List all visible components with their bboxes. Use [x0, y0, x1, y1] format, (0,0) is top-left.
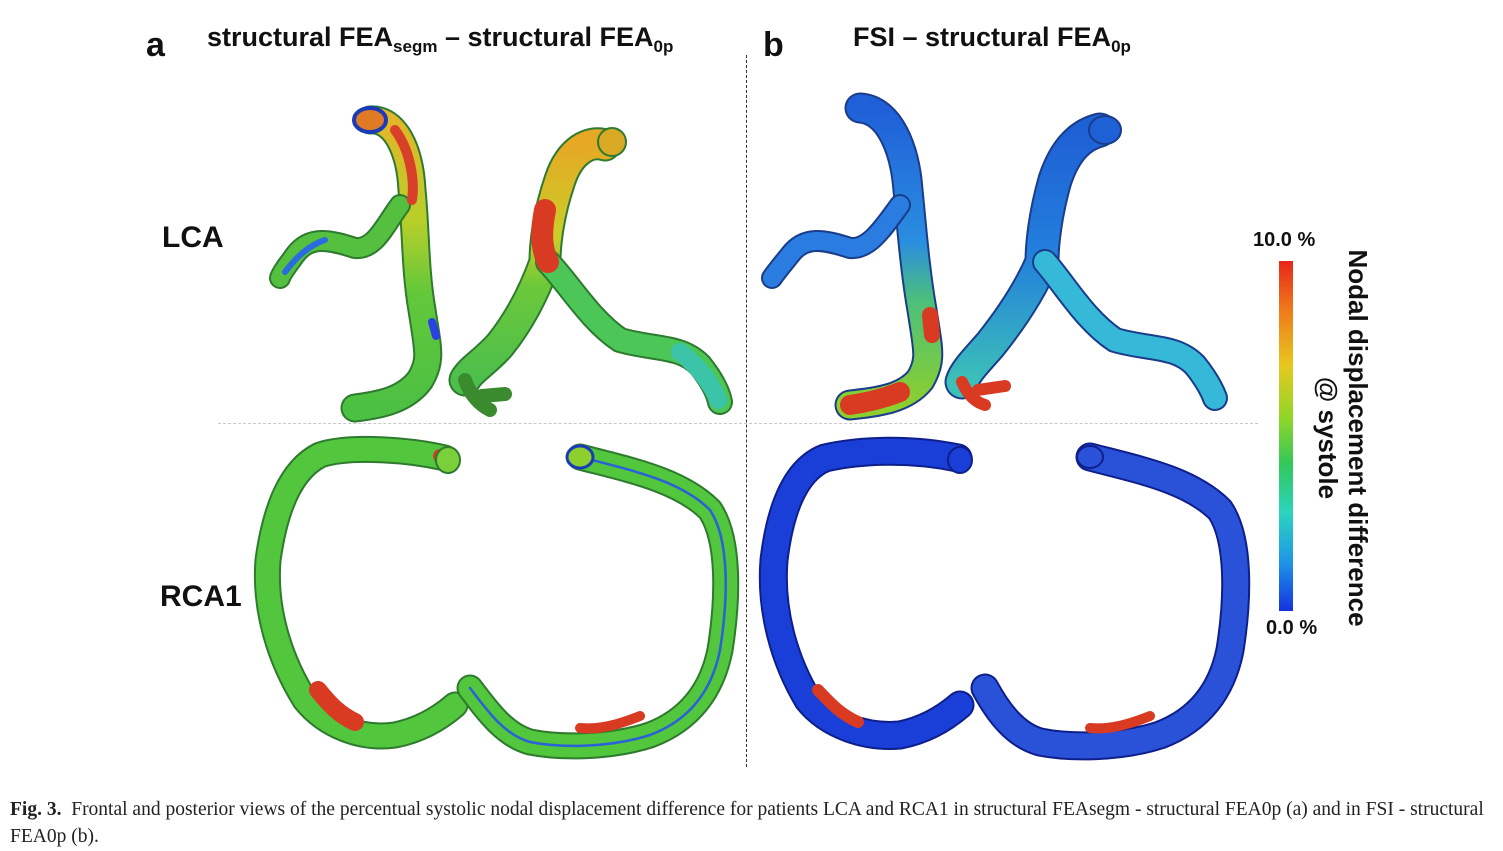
colorbar-title-line2: @ systole [1313, 376, 1343, 500]
vessel-lca-b-frontal [761, 92, 944, 421]
panel-divider-vertical [746, 55, 747, 767]
panel-b-title-part1: FSI – structural FEA [853, 22, 1112, 52]
vessel-lca-b-posterior [944, 112, 1228, 411]
row-label-lca: LCA [162, 221, 224, 254]
panel-a-title-sub2: 0p [653, 37, 674, 56]
vessel-rca-a-frontal [253, 435, 469, 750]
colorbar-min-label: 0.0 % [1266, 617, 1318, 639]
panel-a-title: structural FEAsegm – structural FEA0p [207, 22, 673, 57]
vessel-rca-b-frontal [758, 436, 975, 750]
colorbar-title: Nodal displacement difference @ systole [1313, 228, 1375, 648]
vessel-rca-b-posterior [970, 442, 1251, 761]
panel-b-title-sub1: 0p [1111, 37, 1131, 56]
colorbar-max-label: 10.0 % [1253, 229, 1316, 251]
panel-a-letter: a [146, 26, 165, 64]
figure-caption: Fig. 3. Frontal and posterior views of t… [10, 796, 1498, 850]
vessel-rca-a-posterior [456, 443, 740, 760]
colorbar-gradient [1279, 261, 1293, 611]
colorbar-title-text: Nodal displacement difference @ systole [1313, 228, 1373, 648]
panel-a-title-part1: structural FEA [207, 22, 394, 52]
row-label-rca1: RCA1 [160, 580, 242, 613]
vessel-lca-a-posterior [448, 127, 733, 417]
colorbar-title-line1: Nodal displacement difference [1343, 249, 1373, 627]
figure-caption-text: Frontal and posterior views of the perce… [10, 799, 1484, 847]
panel-b-letter: b [763, 26, 784, 64]
panel-a-title-sub1: segm [393, 37, 438, 56]
panel-a-title-part2: – structural FEA [437, 22, 654, 52]
figure-caption-label: Fig. 3. [10, 799, 62, 820]
vessel-lca-a-frontal [269, 105, 443, 423]
panel-b-title: FSI – structural FEA0p [853, 22, 1131, 57]
row-divider-horizontal [218, 423, 1258, 424]
